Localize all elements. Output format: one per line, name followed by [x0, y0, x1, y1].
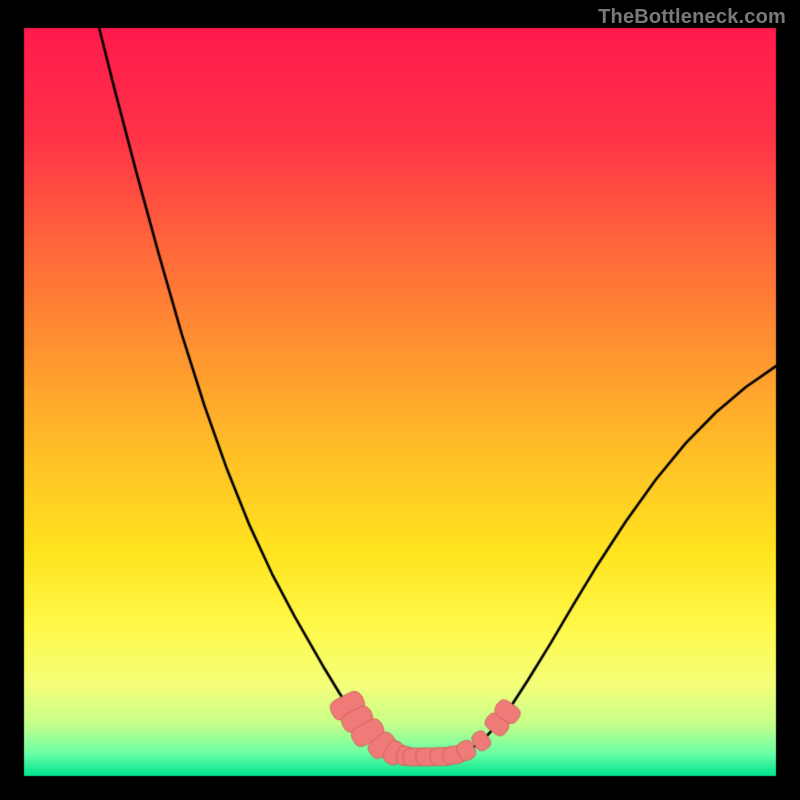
- bottleneck-chart-canvas: [0, 0, 800, 800]
- chart-stage: TheBottleneck.com: [0, 0, 800, 800]
- watermark-label: TheBottleneck.com: [598, 6, 786, 29]
